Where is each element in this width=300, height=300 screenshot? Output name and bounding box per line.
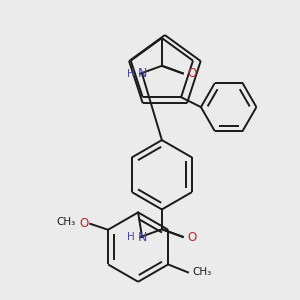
Text: O: O [187,231,196,244]
Text: N: N [137,231,147,244]
Text: N: N [137,67,147,80]
Text: CH₃: CH₃ [192,267,212,278]
Text: O: O [80,217,89,230]
Text: H: H [127,69,135,79]
Text: CH₃: CH₃ [57,217,76,227]
Text: O: O [187,67,196,80]
Text: H: H [127,232,135,242]
